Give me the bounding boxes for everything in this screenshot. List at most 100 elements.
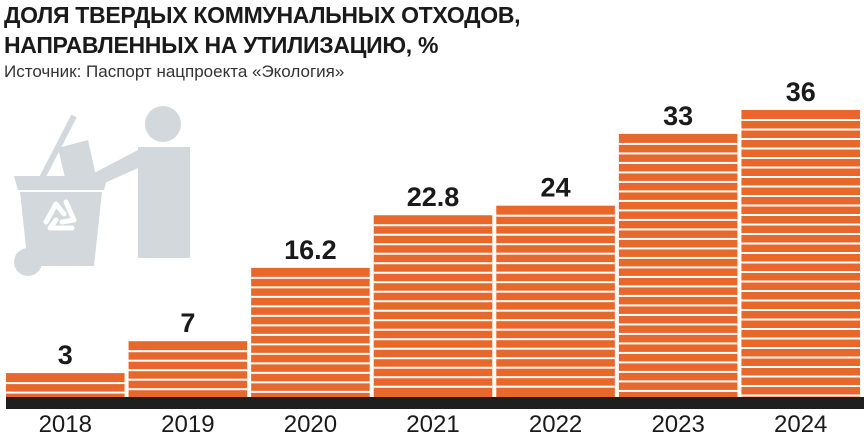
bar-stripe bbox=[741, 195, 860, 197]
bar-stripe bbox=[373, 328, 493, 331]
tick-label-2020: 2020 bbox=[284, 411, 337, 435]
bar-stripe bbox=[618, 351, 738, 354]
bar-stripe bbox=[496, 271, 615, 274]
bar-stripe bbox=[741, 318, 860, 321]
bar-stripe bbox=[251, 362, 370, 365]
value-label-2024: 36 bbox=[786, 77, 816, 107]
bar-stripe bbox=[373, 233, 493, 236]
bar-stripe bbox=[618, 199, 738, 202]
recycling-bin-person-icon bbox=[14, 106, 190, 310]
bar-stripe bbox=[251, 276, 370, 279]
bar-stripe bbox=[741, 214, 860, 216]
bar-stripe bbox=[373, 243, 493, 246]
bar-stripe bbox=[251, 390, 370, 393]
bar-stripe bbox=[618, 218, 738, 221]
tick-label-2018: 2018 bbox=[39, 411, 92, 435]
bars-group: 3 2018 7 2019 16.2 2020 22.8 2021 24 2022 33 2023 36… bbox=[6, 77, 864, 435]
bar-stripe bbox=[618, 323, 738, 326]
bar-2020 bbox=[251, 267, 370, 397]
bar-stripe bbox=[618, 361, 738, 364]
bar-stripe bbox=[496, 262, 615, 265]
bar-stripe bbox=[741, 166, 860, 169]
bar-stripe bbox=[251, 371, 370, 374]
bar-stripe bbox=[251, 314, 370, 317]
bar-stripe bbox=[251, 295, 370, 298]
bar-stripe bbox=[128, 350, 248, 353]
tick-label-2021: 2021 bbox=[406, 411, 459, 435]
bar-stripe bbox=[496, 300, 615, 303]
bar-stripe bbox=[618, 285, 738, 288]
value-label-2022: 24 bbox=[541, 173, 571, 203]
bar-stripe bbox=[496, 328, 615, 331]
value-label-2020: 16.2 bbox=[284, 235, 337, 265]
bar-stripe bbox=[741, 185, 860, 188]
bar-stripe bbox=[128, 359, 248, 362]
bar-stripe bbox=[741, 375, 860, 378]
bar-stripe bbox=[741, 223, 860, 226]
bar-stripe bbox=[741, 252, 860, 254]
bar-stripe bbox=[618, 190, 738, 193]
bar-stripe bbox=[741, 128, 860, 131]
bar-stripe bbox=[618, 161, 738, 164]
bar-stripe bbox=[741, 299, 860, 302]
bar-2021 bbox=[373, 215, 493, 397]
bar-stripe bbox=[496, 224, 615, 227]
bar-stripe bbox=[741, 157, 860, 159]
tick-label-2019: 2019 bbox=[161, 411, 214, 435]
bar-stripe bbox=[373, 300, 493, 303]
bar-stripe bbox=[251, 305, 370, 308]
bar-stripe bbox=[496, 290, 615, 293]
bar-stripe bbox=[618, 266, 738, 269]
chart-source: Источник: Паспорт нацпроекта «Экология» bbox=[4, 62, 345, 81]
value-label-2019: 7 bbox=[180, 308, 195, 338]
bar-stripe bbox=[741, 242, 860, 245]
bar-stripe bbox=[741, 347, 860, 349]
bar-stripe bbox=[741, 290, 860, 292]
bar-stripe bbox=[128, 378, 248, 381]
bar-stripe bbox=[618, 171, 738, 174]
bar-stripe bbox=[128, 388, 248, 391]
bar-2018 bbox=[6, 373, 125, 397]
bar-stripe bbox=[251, 343, 370, 346]
bar-stripe bbox=[741, 138, 860, 140]
baseline-band bbox=[6, 397, 864, 409]
bar-stripe bbox=[618, 142, 738, 145]
bar-stripe bbox=[618, 152, 738, 155]
tick-label-2024: 2024 bbox=[774, 411, 827, 435]
bar-stripe bbox=[496, 243, 615, 246]
bar-stripe bbox=[6, 391, 125, 394]
bar-stripe bbox=[741, 233, 860, 235]
bar-stripe bbox=[496, 214, 615, 217]
bar-stripe bbox=[741, 366, 860, 368]
bar-stripe bbox=[741, 385, 860, 387]
bar-stripe bbox=[251, 381, 370, 384]
bar-stripe bbox=[741, 204, 860, 207]
bar-stripe bbox=[373, 309, 493, 312]
bar-stripe bbox=[618, 294, 738, 297]
bar-stripe bbox=[618, 389, 738, 392]
bar-stripe bbox=[741, 271, 860, 273]
bar-stripe bbox=[373, 376, 493, 379]
bar-stripe bbox=[496, 252, 615, 255]
bar-stripe bbox=[496, 385, 615, 388]
bar-stripe bbox=[251, 333, 370, 336]
chart-title-line-2: НАПРАВЛЕННЫХ НА УТИЛИЗАЦИЮ, % bbox=[4, 32, 439, 58]
value-label-2021: 22.8 bbox=[407, 182, 460, 212]
bar-stripe bbox=[373, 262, 493, 265]
bar-stripe bbox=[741, 119, 860, 121]
value-label-2018: 3 bbox=[58, 340, 73, 370]
bar-stripe bbox=[373, 357, 493, 360]
bar-stripe bbox=[373, 281, 493, 284]
chart-title-line-1: ДОЛЯ ТВЕРДЫХ КОММУНАЛЬНЫХ ОТХОДОВ, bbox=[4, 2, 521, 28]
bar-stripe bbox=[741, 176, 860, 178]
bar-stripe bbox=[741, 328, 860, 330]
bar-stripe bbox=[373, 347, 493, 350]
bar-stripe bbox=[618, 180, 738, 183]
bar-stripe bbox=[373, 385, 493, 388]
bar-stripe bbox=[618, 275, 738, 278]
tick-label-2023: 2023 bbox=[651, 411, 704, 435]
bar-stripe bbox=[618, 228, 738, 231]
bar-stripe bbox=[496, 319, 615, 322]
bar-stripe bbox=[618, 209, 738, 212]
